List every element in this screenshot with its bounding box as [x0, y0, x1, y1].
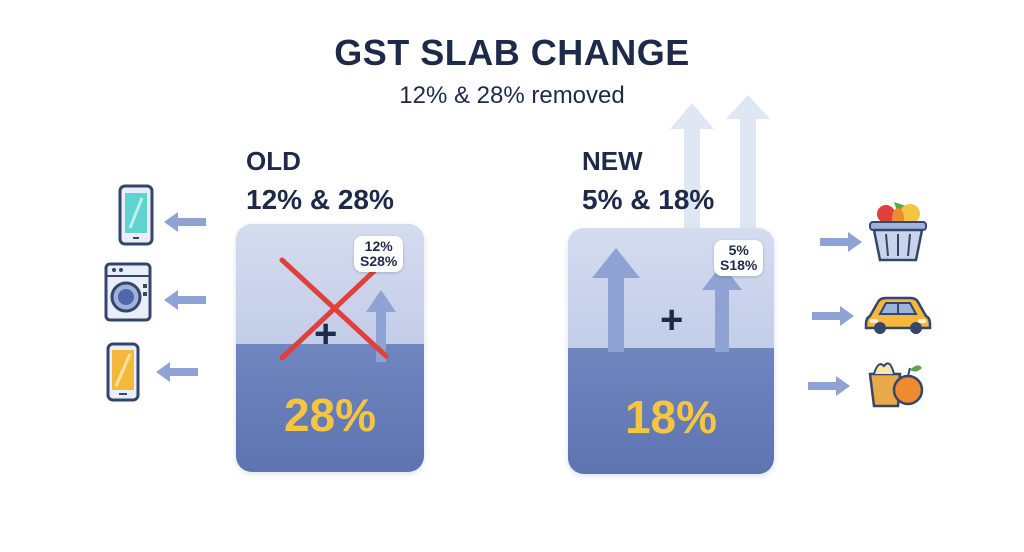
- old-bubble-line1: 12%: [364, 238, 393, 254]
- new-rates: 5% & 18%: [582, 184, 715, 215]
- new-up-arrow-right: [702, 264, 742, 352]
- old-slab-card: + 12% S28% 28%: [236, 224, 424, 472]
- new-plus-sign: +: [660, 298, 684, 342]
- page-title: GST SLAB CHANGE: [334, 32, 690, 73]
- new-up-arrow-left: [592, 248, 640, 352]
- new-big-rate: 18%: [624, 391, 718, 443]
- old-card-bottom: [236, 344, 424, 472]
- car-icon: [864, 296, 932, 334]
- old-bubble-line2: S28%: [360, 253, 398, 269]
- old-up-arrow: [366, 290, 396, 362]
- washing-machine-icon: [104, 262, 152, 322]
- right-arrow-2: [812, 306, 854, 326]
- left-arrow-2: [164, 290, 206, 310]
- grocery-basket-icon: [869, 202, 927, 262]
- new-rate-bubble: 5% S18%: [714, 240, 764, 276]
- old-big-rate: 28%: [283, 389, 377, 441]
- old-label: OLD: [246, 146, 301, 176]
- new-card-bottom: [568, 348, 774, 474]
- left-arrow-3: [156, 362, 198, 382]
- smartphone-icon: [118, 184, 154, 246]
- mobile-phone-icon: [106, 342, 140, 402]
- new-slab-card: + 5% S18% 18%: [568, 228, 774, 474]
- old-rate-bubble: 12% S28%: [354, 236, 404, 272]
- new-label: NEW: [582, 146, 643, 176]
- right-arrow-1: [820, 232, 862, 252]
- removed-cross-icon: [279, 255, 391, 361]
- new-bubble-line1: 5%: [728, 242, 749, 258]
- right-arrow-3: [808, 376, 850, 396]
- old-rates: 12% & 28%: [246, 184, 394, 215]
- left-arrow-1: [164, 212, 206, 232]
- new-bubble-line2: S18%: [720, 257, 758, 273]
- rising-arrows-background: [670, 95, 770, 235]
- fruit-bag-icon: [868, 362, 924, 408]
- page-subtitle: 12% & 28% removed: [399, 82, 625, 109]
